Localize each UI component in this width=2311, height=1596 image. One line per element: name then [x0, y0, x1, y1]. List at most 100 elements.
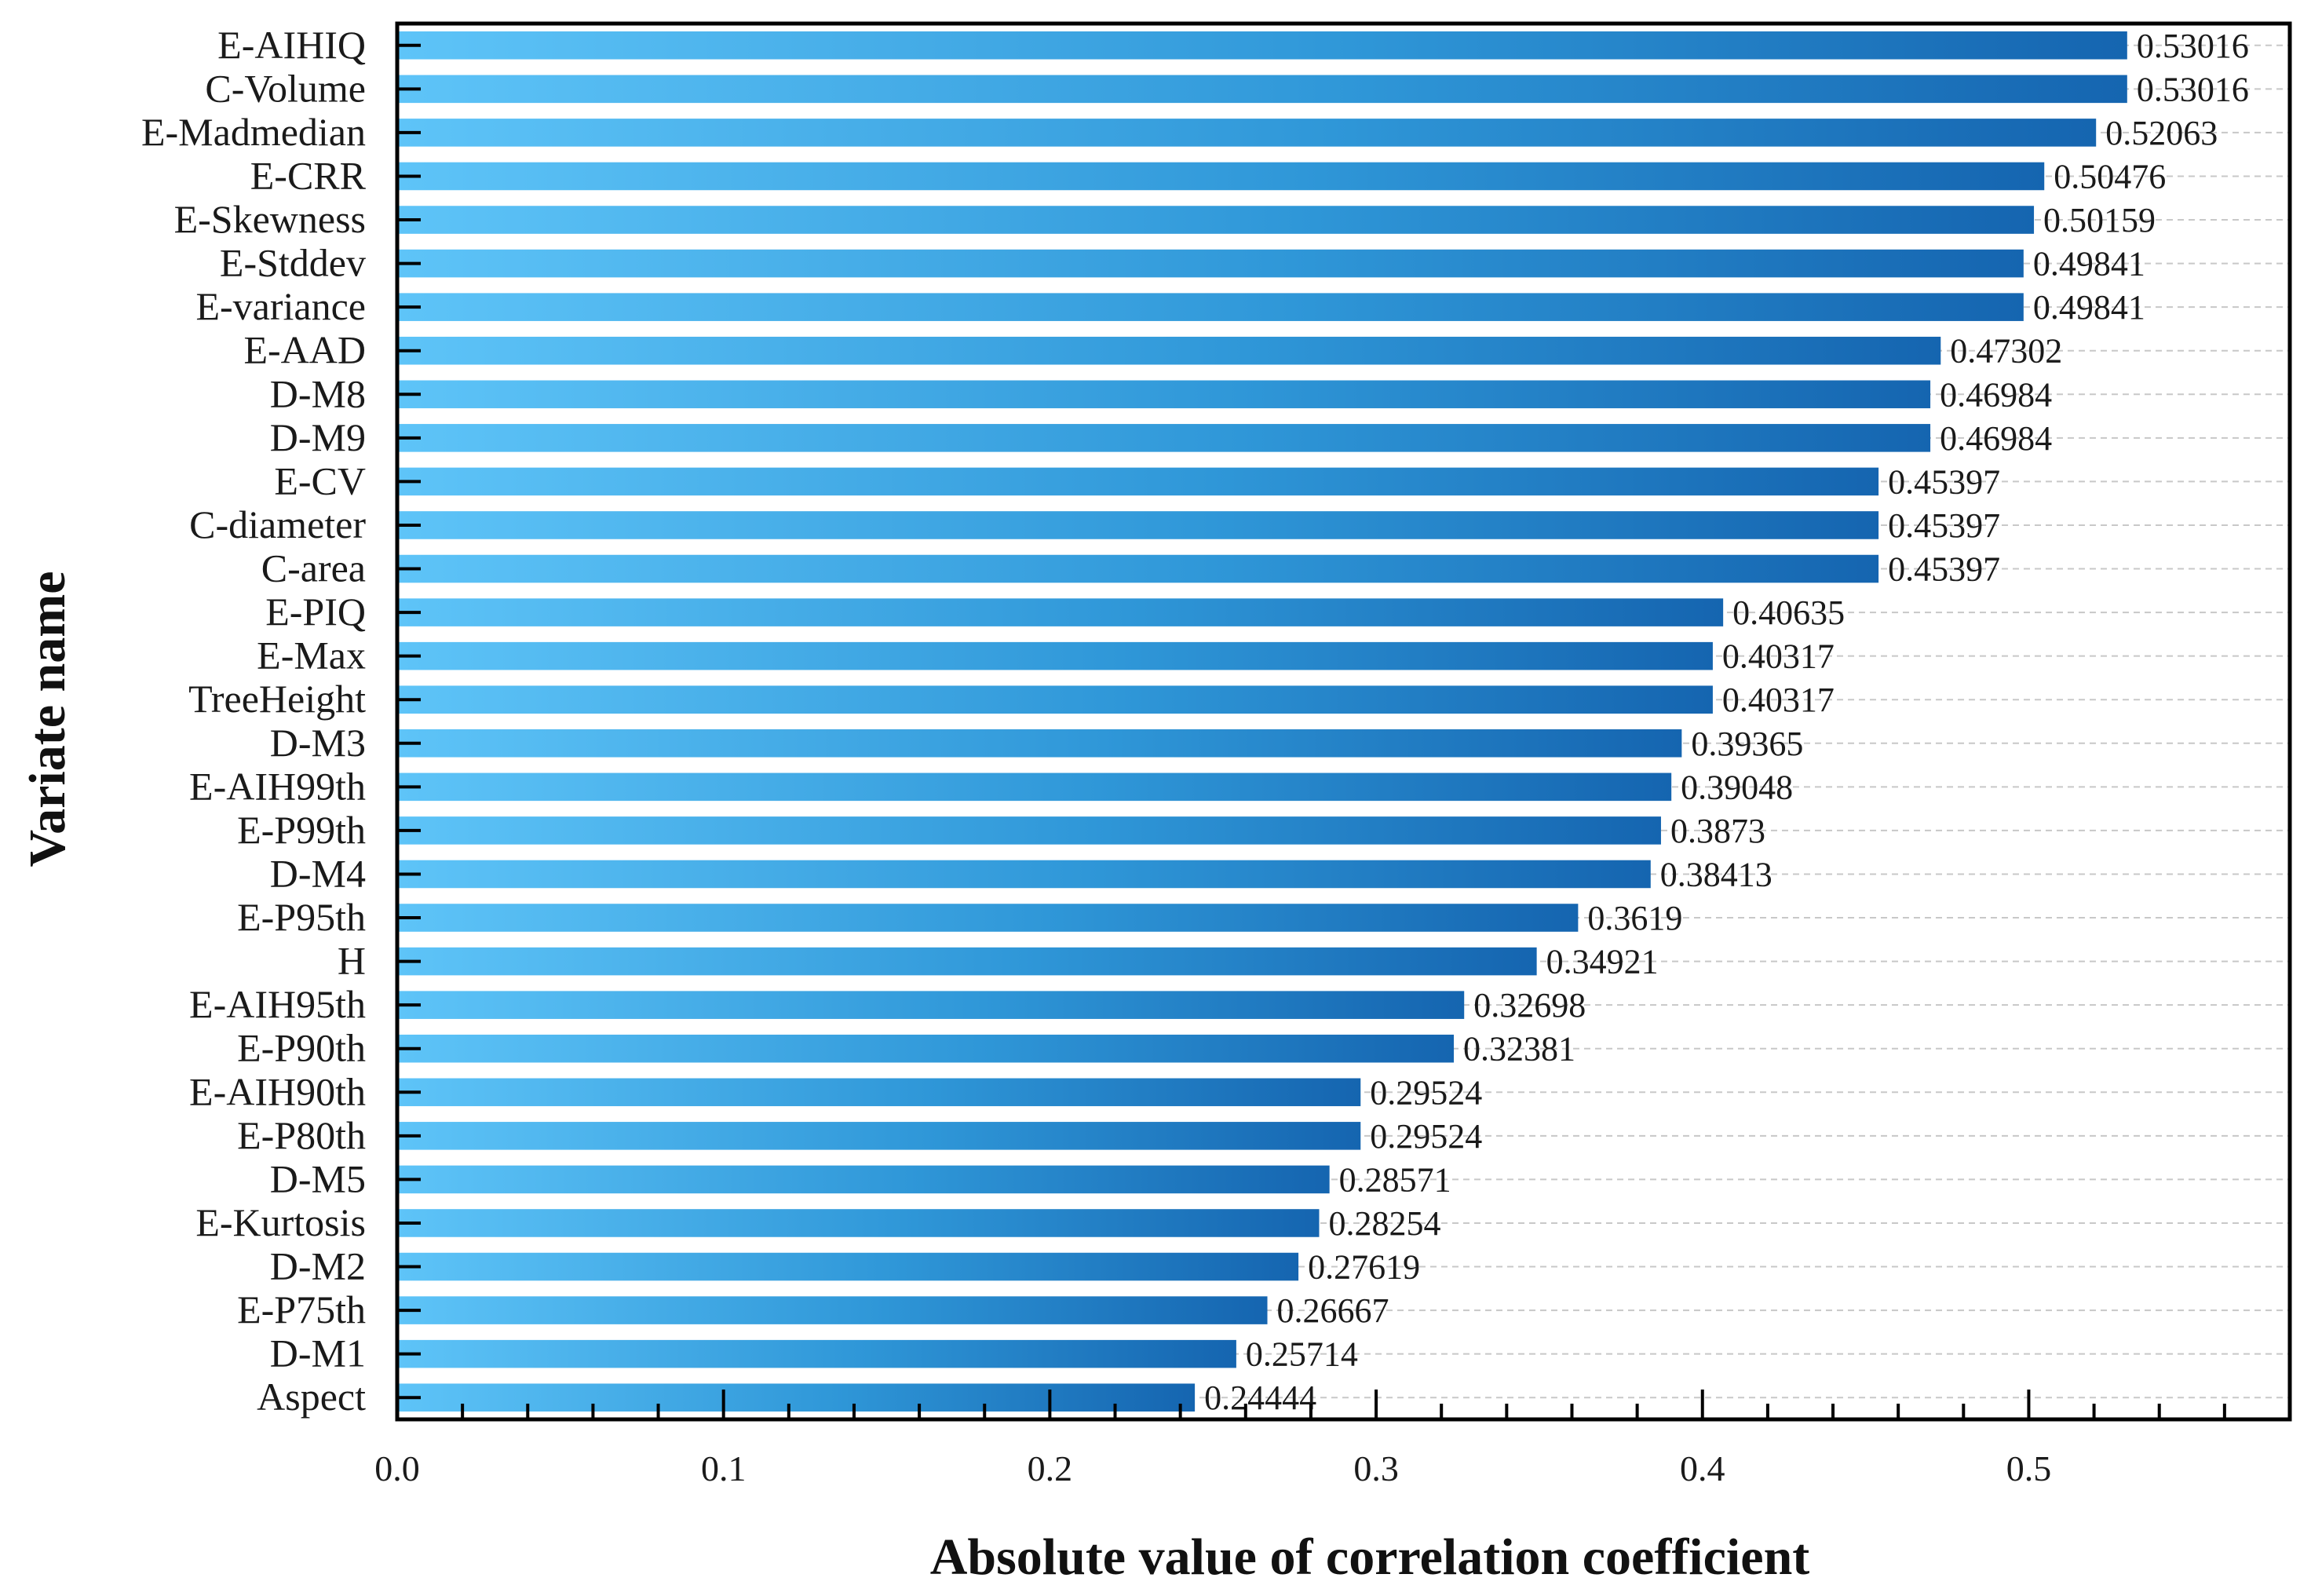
value-label: 0.53016: [2137, 27, 2249, 65]
category-label: TreeHeight: [188, 677, 366, 721]
category-label: E-P75th: [237, 1287, 366, 1331]
category-label: E-CRR: [250, 153, 367, 197]
value-label: 0.27619: [1308, 1248, 1420, 1287]
value-label: 0.45397: [1888, 462, 2000, 501]
value-label: 0.3873: [1670, 812, 1765, 850]
category-label: D-M3: [270, 721, 366, 765]
plot-frame: [395, 21, 2292, 1422]
x-tick-label: 0.2: [1028, 1448, 1073, 1488]
bar: [397, 119, 2097, 147]
value-label: 0.28571: [1339, 1160, 1451, 1199]
bar: [397, 336, 1941, 365]
value-label: 0.40635: [1732, 593, 1845, 632]
value-label: 0.40317: [1722, 637, 1835, 676]
value-label: 0.49841: [2033, 288, 2145, 327]
bar: [397, 641, 1713, 670]
bar: [397, 293, 2024, 321]
value-label: 0.25714: [1246, 1335, 1358, 1374]
value-label: 0.39365: [1691, 725, 1803, 763]
bar: [397, 1122, 1361, 1150]
bar: [397, 467, 1879, 496]
value-label: 0.29524: [1370, 1073, 1482, 1112]
bar: [397, 1034, 1455, 1063]
value-labels: 0.53016 0.53016 0.52063 0.50476 0.50159 0.498…: [1204, 27, 2249, 1417]
category-label: E-AIH99th: [189, 764, 366, 808]
value-label: 0.45397: [1888, 506, 2000, 545]
category-label: D-M4: [270, 851, 366, 895]
bar: [397, 1339, 1236, 1368]
bar: [397, 162, 2045, 191]
category-label: E-AIH90th: [189, 1069, 366, 1113]
value-label: 0.29524: [1370, 1117, 1482, 1156]
x-tick-label: 0.4: [1680, 1448, 1725, 1488]
bar: [397, 75, 2127, 104]
bar: [397, 598, 1724, 626]
value-label: 0.24444: [1204, 1379, 1316, 1417]
category-label: C-diameter: [189, 502, 366, 546]
bar: [397, 1165, 1330, 1194]
bar: [397, 860, 1651, 889]
category-label: E-P95th: [237, 895, 366, 939]
bar: [397, 424, 1931, 452]
bar: [397, 380, 1931, 409]
category-labels: E-AIHIQC-VolumeE-MadmedianE-CRRE-Skewnes…: [141, 23, 367, 1419]
category-label: D-M8: [270, 371, 366, 415]
category-label: E-PIQ: [265, 590, 366, 634]
bar: [397, 1383, 1196, 1412]
x-axis-title: Absolute value of correlation coefficien…: [930, 1528, 1810, 1586]
value-label: 0.34921: [1546, 943, 1659, 981]
category-label: H: [338, 939, 366, 983]
value-label: 0.3619: [1587, 899, 1682, 937]
bar: [397, 31, 2127, 60]
bar: [397, 772, 1672, 802]
category-label: E-P90th: [237, 1026, 366, 1070]
bar: [397, 729, 1682, 758]
y-axis-title: Variate name: [19, 572, 76, 867]
bar: [397, 249, 2024, 278]
value-label: 0.50159: [2043, 201, 2156, 239]
bar: [397, 816, 1661, 845]
category-label: D-M9: [270, 415, 366, 459]
bar: [397, 511, 1879, 539]
category-label: Aspect: [257, 1375, 366, 1419]
bar: [397, 947, 1537, 976]
value-label: 0.32698: [1473, 986, 1586, 1024]
bars: [397, 31, 2127, 1412]
x-tick-label: 0.1: [701, 1448, 747, 1488]
bar: [397, 904, 1579, 932]
value-label: 0.52063: [2105, 114, 2218, 152]
category-label: E-AIH95th: [189, 982, 366, 1026]
value-label: 0.28254: [1328, 1204, 1440, 1243]
bar: [397, 991, 1465, 1019]
value-label: 0.53016: [2137, 70, 2249, 108]
value-label: 0.46984: [1940, 375, 2052, 414]
category-label: E-AIHIQ: [217, 23, 366, 67]
bar: [397, 206, 2035, 234]
category-label: C-Volume: [205, 66, 366, 110]
category-label: E-P99th: [237, 808, 366, 852]
x-tick-label: 0.3: [1353, 1448, 1399, 1488]
category-label: D-M1: [270, 1331, 366, 1375]
category-label: E-Kurtosis: [195, 1200, 366, 1244]
bar: [397, 685, 1713, 714]
category-label: C-area: [261, 546, 366, 590]
value-label: 0.40317: [1722, 681, 1835, 719]
category-label: D-M5: [270, 1156, 366, 1200]
value-label: 0.46984: [1940, 419, 2052, 458]
category-label: E-Skewness: [174, 197, 366, 241]
category-label: E-Stddev: [220, 241, 366, 285]
value-label: 0.26667: [1277, 1291, 1389, 1330]
category-label: E-Max: [257, 634, 366, 677]
value-label: 0.38413: [1660, 855, 1772, 893]
x-tick-label: 0.0: [374, 1448, 420, 1488]
bar: [397, 1209, 1320, 1237]
bar: [397, 1296, 1268, 1324]
x-tick-label: 0.5: [2006, 1448, 2052, 1488]
axis-ticks: 0.0 0.1 0.2 0.3 0.4 0.5: [374, 43, 2291, 1488]
category-label: E-CV: [274, 458, 366, 502]
bar: [397, 1252, 1299, 1281]
value-label: 0.39048: [1681, 768, 1793, 806]
category-label: E-variance: [195, 284, 366, 328]
category-label: E-Madmedian: [141, 110, 366, 154]
value-label: 0.45397: [1888, 550, 2000, 589]
